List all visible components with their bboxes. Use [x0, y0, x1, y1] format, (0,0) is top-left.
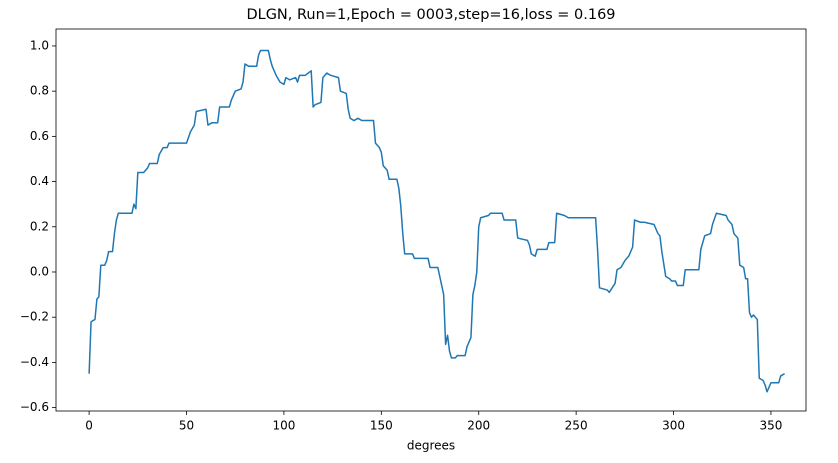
- x-tick-label: 50: [179, 419, 194, 433]
- x-tick-label: 150: [370, 419, 393, 433]
- y-tick-label: −0.4: [20, 355, 49, 369]
- x-axis-label: degrees: [407, 439, 455, 453]
- chart-title: DLGN, Run=1,Epoch = 0003,step=16,loss = …: [246, 7, 615, 23]
- x-tick-label: 300: [662, 419, 685, 433]
- y-tick-label: 0.6: [30, 129, 49, 143]
- x-tick-label: 100: [272, 419, 295, 433]
- y-tick-label: −0.2: [20, 310, 49, 324]
- y-tick-label: −0.6: [20, 400, 49, 414]
- y-tick-label: 0.4: [30, 174, 49, 188]
- axes-frame: [55, 28, 807, 412]
- y-tick-label: 0.0: [30, 264, 49, 278]
- y-tick-label: 0.2: [30, 219, 49, 233]
- y-tick-label: 1.0: [30, 38, 49, 52]
- data-line: [88, 49, 785, 393]
- x-tick-label: 250: [565, 419, 588, 433]
- x-tick-label: 200: [467, 419, 490, 433]
- y-tick-label: 0.8: [30, 84, 49, 98]
- x-tick-label: 350: [759, 419, 782, 433]
- x-tick-label: 0: [85, 419, 93, 433]
